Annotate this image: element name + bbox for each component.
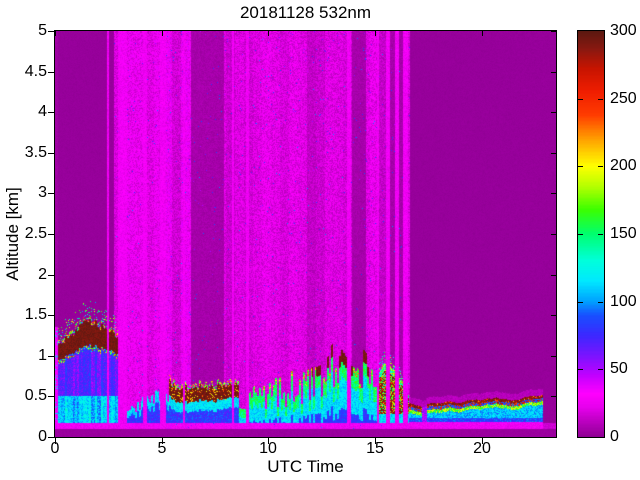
x-tick-mark — [162, 438, 163, 444]
x-top-tick-mark — [162, 31, 163, 36]
y-tick-mark — [48, 437, 54, 438]
x-tick-mark — [482, 438, 483, 444]
y-right-tick-mark — [551, 112, 556, 113]
colorbar-tick-mark — [598, 99, 603, 100]
y-tick-mark — [48, 315, 54, 316]
colorbar-tick-mark — [578, 302, 583, 303]
y-tick-mark — [48, 234, 54, 235]
y-tick-label: 2.5 — [24, 225, 47, 242]
x-tick-label: 15 — [366, 440, 384, 457]
y-tick-mark — [48, 356, 54, 357]
x-top-tick-mark — [268, 31, 269, 36]
y-tick-label: 2 — [38, 266, 47, 283]
colorbar-tick-mark — [598, 302, 603, 303]
x-tick-label: 5 — [157, 440, 167, 457]
y-tick-mark — [48, 153, 54, 154]
chart-title: 20181128 532nm — [239, 3, 372, 22]
x-top-tick-mark — [482, 31, 483, 36]
x-tick-mark — [268, 438, 269, 444]
y-tick-mark — [48, 72, 54, 73]
y-right-tick-mark — [551, 356, 556, 357]
y-tick-label: 4.5 — [24, 63, 47, 80]
colorbar-tick-label: 250 — [610, 90, 637, 107]
y-tick-mark — [48, 112, 54, 113]
y-tick-mark — [48, 193, 54, 194]
colorbar-tick-mark — [578, 234, 583, 235]
x-tick-mark — [55, 438, 56, 444]
y-right-tick-mark — [551, 72, 556, 73]
colorbar-tick-label: 200 — [610, 157, 637, 174]
y-tick-label: 5 — [38, 22, 47, 39]
plot-area — [54, 30, 557, 438]
colorbar-tick-label: 50 — [610, 360, 628, 377]
y-right-tick-mark — [551, 437, 556, 438]
x-tick-label: 0 — [50, 440, 60, 457]
y-right-tick-mark — [551, 31, 556, 32]
colorbar-tick-label: 300 — [610, 22, 637, 39]
y-tick-label: 0 — [38, 428, 47, 445]
colorbar-tick-label: 150 — [610, 225, 637, 242]
colorbar-tick-mark — [578, 166, 583, 167]
y-tick-mark — [48, 275, 54, 276]
y-right-tick-mark — [551, 396, 556, 397]
y-right-tick-mark — [551, 193, 556, 194]
y-tick-label: 3.5 — [24, 144, 47, 161]
y-tick-label: 0.5 — [24, 387, 47, 404]
y-right-tick-mark — [551, 275, 556, 276]
y-tick-label: 4 — [38, 103, 47, 120]
colorbar-tick-mark — [578, 99, 583, 100]
x-tick-mark — [375, 438, 376, 444]
y-tick-label: 1 — [38, 347, 47, 364]
x-top-tick-mark — [375, 31, 376, 36]
colorbar-tick-label: 0 — [610, 428, 619, 445]
colorbar-tick-mark — [578, 369, 583, 370]
colorbar-tick-mark — [598, 369, 603, 370]
x-tick-label: 10 — [259, 440, 277, 457]
colorbar-tick-mark — [598, 234, 603, 235]
y-tick-mark — [48, 396, 54, 397]
y-right-tick-mark — [551, 315, 556, 316]
colorbar-tick-mark — [598, 166, 603, 167]
y-tick-label: 1.5 — [24, 306, 47, 323]
x-tick-label: 20 — [473, 440, 491, 457]
x-top-tick-mark — [55, 31, 56, 36]
y-right-tick-mark — [551, 234, 556, 235]
x-axis-label: UTC Time — [267, 457, 344, 476]
colorbar-tick-label: 100 — [610, 293, 637, 310]
heatmap-image — [55, 31, 556, 437]
y-tick-label: 3 — [38, 184, 47, 201]
y-tick-mark — [48, 31, 54, 32]
y-right-tick-mark — [551, 153, 556, 154]
